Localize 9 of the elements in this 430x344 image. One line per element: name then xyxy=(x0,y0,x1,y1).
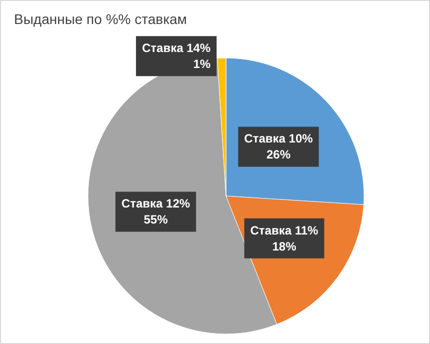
slice-label: Ставка 12% xyxy=(121,196,190,211)
slice-label: Ставка 10% xyxy=(244,132,314,146)
chart-title: Выданные по %% ставкам xyxy=(14,11,187,27)
data-label: 26% xyxy=(266,148,291,162)
data-label: 55% xyxy=(144,212,168,227)
slice-label: Ставка 14% xyxy=(142,41,211,56)
data-label: 18% xyxy=(272,239,297,254)
data-label: 1% xyxy=(193,57,211,72)
slice-label: Ставка 11% xyxy=(250,223,319,238)
